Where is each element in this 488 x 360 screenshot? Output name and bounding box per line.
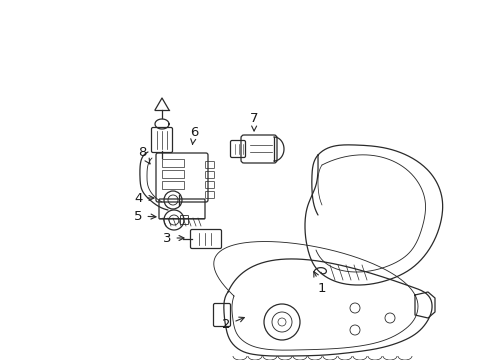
- Text: 8: 8: [138, 145, 150, 164]
- Text: 3: 3: [163, 231, 183, 244]
- Text: 4: 4: [134, 192, 154, 204]
- Bar: [162, 181, 183, 189]
- Bar: [162, 170, 183, 178]
- Text: 6: 6: [190, 126, 198, 144]
- Text: 5: 5: [134, 210, 156, 222]
- Text: 7: 7: [249, 112, 258, 131]
- Text: 1: 1: [313, 271, 326, 294]
- Text: 2: 2: [222, 317, 244, 332]
- Bar: [162, 159, 183, 167]
